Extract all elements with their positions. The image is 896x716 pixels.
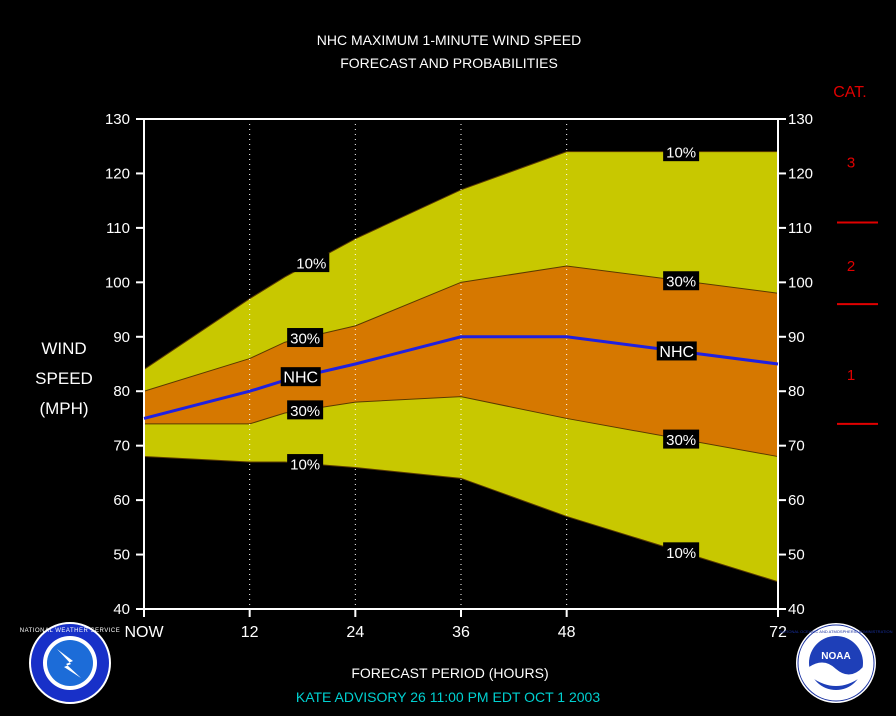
series-label: NHC bbox=[283, 370, 318, 387]
noaa-logo-ring-text: NATIONAL OCEANIC AND ATMOSPHERIC ADMINIS… bbox=[780, 629, 893, 634]
series-label: 10% bbox=[296, 256, 326, 273]
series-label-box bbox=[663, 542, 700, 562]
series-label: 10% bbox=[666, 145, 696, 162]
x-tick-label: 12 bbox=[241, 624, 259, 641]
series-label: 30% bbox=[666, 432, 696, 449]
category-scale: 3 2 1 bbox=[837, 155, 878, 425]
y-tick-label-right: 40 bbox=[788, 601, 805, 618]
y-tick-label-left: 110 bbox=[106, 220, 130, 237]
series-label-box bbox=[287, 328, 324, 348]
y-tick-label-left: 130 bbox=[105, 111, 130, 128]
y-axis-label-line1: WIND bbox=[41, 339, 86, 358]
series-edge-3 bbox=[144, 396, 779, 458]
y-tick-label-right: 120 bbox=[788, 165, 813, 182]
y-tick-label-right: 100 bbox=[788, 274, 813, 291]
series-label-box bbox=[280, 367, 321, 387]
y-tick-label-right: 90 bbox=[788, 329, 805, 346]
y-axis-label-line3: (MPH) bbox=[39, 399, 88, 418]
plot-area: 40 40 50 50 60 60 70 70 80 80 90 90 100 100 110 110 120 1… bbox=[105, 111, 813, 641]
noaa-logo: NOAA NATIONAL OCEANIC AND ATMOSPHERIC AD… bbox=[780, 623, 893, 703]
series-label: 10% bbox=[290, 457, 320, 474]
y-tick-label-right: 80 bbox=[788, 383, 805, 400]
chart-title-line1: NHC MAXIMUM 1-MINUTE WIND SPEED bbox=[317, 32, 581, 48]
chart-title-line2: FORECAST AND PROBABILITIES bbox=[340, 55, 558, 71]
y-tick-label-left: 100 bbox=[105, 274, 130, 291]
advisory-footer: KATE ADVISORY 26 11:00 PM EDT OCT 1 2003 bbox=[296, 689, 600, 705]
nws-logo-text: NATIONAL WEATHER SERVICE bbox=[20, 628, 120, 634]
x-tick-label: 24 bbox=[346, 624, 364, 641]
series-label-box bbox=[287, 454, 324, 474]
category-label: 3 bbox=[847, 155, 855, 172]
y-axis-label-line2: SPEED bbox=[35, 369, 93, 388]
series-label-box bbox=[293, 253, 330, 273]
nws-logo: NATIONAL WEATHER SERVICE bbox=[20, 622, 120, 704]
y-tick-label-right: 130 bbox=[788, 111, 813, 128]
y-tick-label-right: 50 bbox=[788, 547, 805, 564]
series-label-box bbox=[287, 400, 324, 420]
series-edge-1 bbox=[143, 265, 779, 392]
y-tick-label-left: 50 bbox=[113, 547, 130, 564]
x-tick-label: 72 bbox=[769, 624, 787, 641]
y-tick-label-left: 90 bbox=[113, 329, 130, 346]
x-tick-label: 48 bbox=[558, 624, 576, 641]
y-tick-label-left: 120 bbox=[105, 165, 130, 182]
y-tick-label-right: 60 bbox=[788, 492, 805, 509]
noaa-logo-text: NOAA bbox=[821, 651, 850, 662]
nhc-forecast-line bbox=[143, 335, 779, 420]
category-label: 2 bbox=[847, 258, 855, 275]
y-tick-label-left: 60 bbox=[113, 492, 130, 509]
x-axis-label: FORECAST PERIOD (HOURS) bbox=[351, 665, 548, 681]
series-label: 30% bbox=[290, 331, 320, 348]
series-label: 30% bbox=[290, 403, 320, 420]
x-tick-label: NOW bbox=[124, 624, 164, 641]
y-tick-label-right: 110 bbox=[788, 220, 812, 237]
series-edge-4 bbox=[143, 456, 779, 583]
series-label-box bbox=[663, 271, 700, 291]
series-label: 10% bbox=[666, 545, 696, 562]
series-label: 30% bbox=[666, 274, 696, 291]
category-label: 1 bbox=[847, 367, 855, 384]
x-tick-label: 36 bbox=[452, 624, 470, 641]
series-label-box bbox=[656, 341, 697, 361]
series-label-box bbox=[663, 142, 700, 162]
series-edge-0 bbox=[143, 151, 778, 370]
y-tick-label-left: 70 bbox=[113, 438, 130, 455]
y-tick-label-left: 40 bbox=[113, 601, 130, 618]
series-label-box bbox=[663, 429, 700, 449]
y-tick-label-right: 70 bbox=[788, 438, 805, 455]
y-tick-label-left: 80 bbox=[113, 383, 130, 400]
category-title: CAT. bbox=[833, 84, 866, 101]
series-label: NHC bbox=[659, 344, 694, 361]
